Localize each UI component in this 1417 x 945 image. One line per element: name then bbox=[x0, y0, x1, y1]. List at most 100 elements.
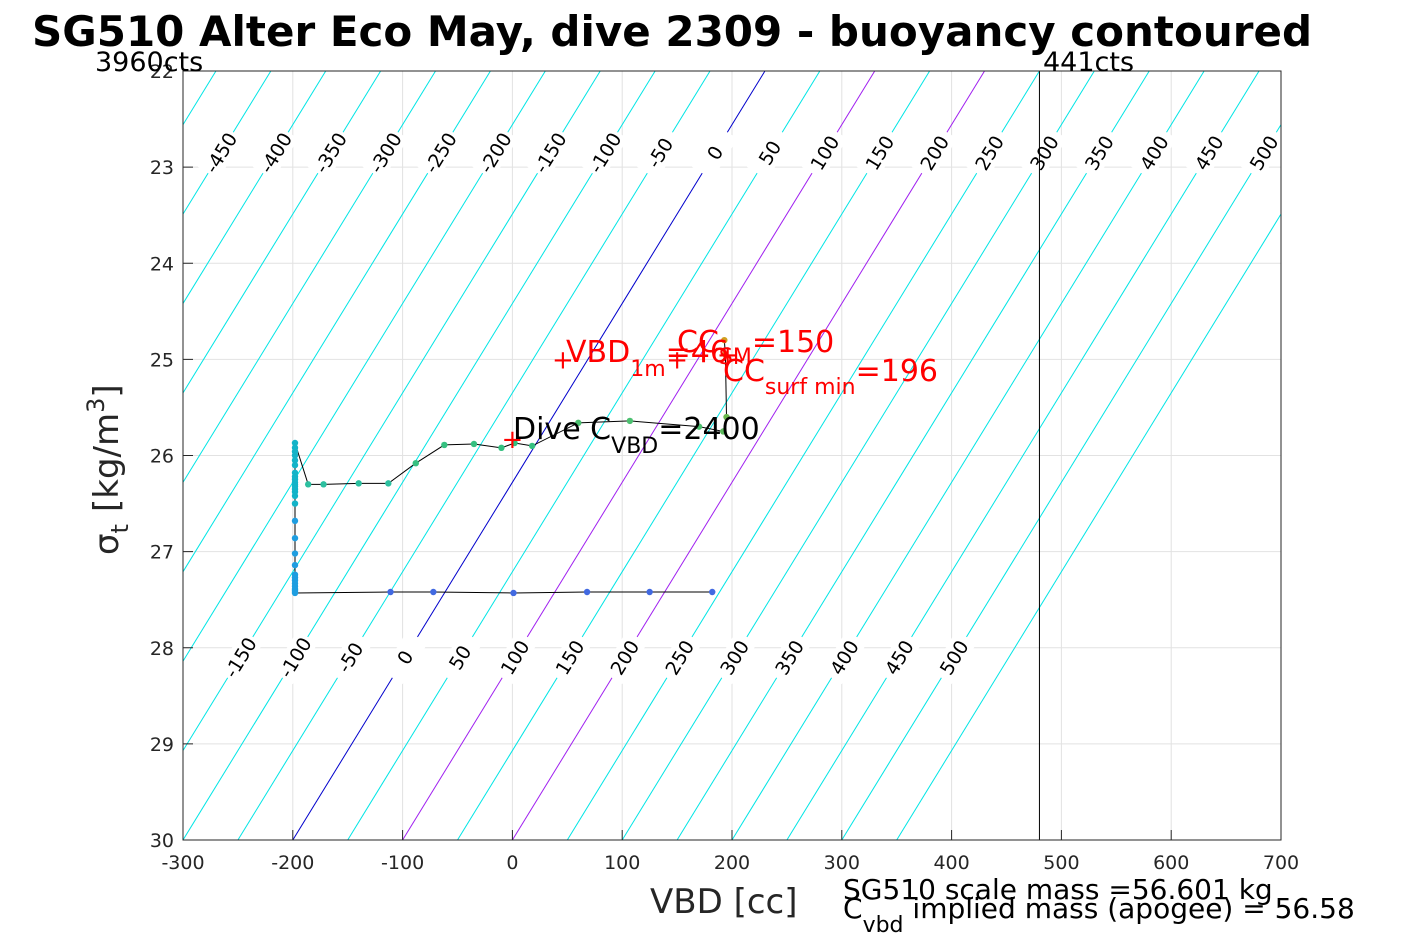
y-tick-label: 28 bbox=[150, 638, 174, 660]
x-tick-label: -300 bbox=[161, 852, 204, 874]
profile-point bbox=[720, 428, 727, 435]
buoyancy-contour-line bbox=[183, 71, 491, 573]
buoyancy-contours: -450 -400 -350 -300 -250 -200 -150 -100 -50 0 50 10… bbox=[183, 71, 1281, 840]
contour-label-bg bbox=[1021, 125, 1067, 180]
contour-label-bg bbox=[472, 125, 518, 180]
profile-point bbox=[695, 423, 703, 430]
y-tick-label: 27 bbox=[150, 542, 174, 564]
buoyancy-contour-line bbox=[237, 71, 711, 840]
red-plus-marker: + bbox=[717, 341, 739, 371]
profile-point bbox=[575, 419, 582, 427]
buoyancy-contour-line bbox=[183, 71, 327, 305]
profile-point bbox=[291, 534, 299, 542]
contour-label-bg bbox=[746, 125, 793, 180]
buoyancy-contour-line bbox=[347, 71, 821, 840]
cc-surf-annotation: CCsurf min=196 bbox=[723, 354, 938, 400]
contour-label-bg bbox=[601, 630, 648, 685]
buoyancy-contour-line bbox=[457, 71, 931, 840]
implied-mass-sub: vbd bbox=[863, 913, 904, 938]
contour-label-bg bbox=[437, 630, 483, 685]
contour-label-bg bbox=[931, 630, 977, 685]
buoyancy-contour-line bbox=[786, 71, 1260, 840]
y-label-sup: 3 bbox=[82, 398, 110, 413]
x-tick-label: 600 bbox=[1153, 852, 1189, 874]
x-tick-label: 300 bbox=[824, 852, 860, 874]
buoyancy-contour-line bbox=[183, 71, 272, 216]
contour-label-bg bbox=[197, 125, 244, 180]
profile-point bbox=[498, 444, 505, 452]
buoyancy-contour-line bbox=[676, 71, 1150, 840]
dive-c-main: Dive C bbox=[513, 412, 611, 447]
profile-point bbox=[646, 588, 653, 596]
vbd-1m-value: =46 bbox=[666, 335, 729, 370]
contour-label-bg bbox=[582, 125, 628, 180]
profile-point bbox=[355, 480, 362, 487]
profile-point bbox=[511, 439, 518, 447]
profile-point bbox=[291, 444, 299, 452]
x-tick-label: 500 bbox=[1043, 852, 1079, 874]
red-plus-marker: + bbox=[502, 425, 524, 455]
svg-text:σt[kg/m3]: σt [kg/m3] bbox=[82, 384, 134, 555]
profile-point bbox=[412, 459, 419, 467]
y-tick-label: 30 bbox=[150, 830, 174, 852]
x-tick-label: -200 bbox=[271, 852, 314, 874]
contour-label-bg bbox=[217, 630, 264, 685]
cc-sm-annotation: CCSM=150 bbox=[677, 325, 834, 370]
profile-point bbox=[385, 480, 392, 487]
scale-mass-text: SG510 scale mass =56.601 kg bbox=[843, 873, 1273, 906]
cc-sm-sub: SM bbox=[719, 345, 752, 370]
x-tick-label: 400 bbox=[933, 852, 969, 874]
buoyancy-contour-line bbox=[292, 71, 766, 840]
profile-point bbox=[583, 588, 591, 596]
profile-point bbox=[721, 336, 728, 344]
contour-label-bg bbox=[966, 125, 1013, 180]
vbd-1m-sub: 1m bbox=[630, 357, 665, 382]
x-tick-label: 100 bbox=[604, 852, 640, 874]
y-label-main: σ bbox=[87, 533, 127, 555]
contour-label-bg bbox=[637, 125, 683, 180]
profile-point bbox=[723, 413, 730, 421]
profile-point bbox=[291, 469, 299, 477]
y-label-sub: t bbox=[106, 524, 134, 533]
contour-label-bg bbox=[307, 125, 354, 180]
y-axis-label: σt [kg/m3] bbox=[82, 384, 134, 555]
profile-point bbox=[291, 457, 299, 464]
profile-point bbox=[291, 517, 299, 525]
profile-point bbox=[441, 441, 448, 449]
profile-point bbox=[304, 481, 312, 488]
vbd-1m-main: VBD bbox=[566, 335, 630, 370]
implied-mass-main: C bbox=[843, 892, 863, 925]
contour-label-bg bbox=[252, 125, 299, 180]
cc-sm-main: CC bbox=[677, 325, 719, 360]
dive-c-sub: VBD bbox=[611, 434, 658, 459]
contour-label-bg bbox=[876, 630, 922, 685]
contour-label-bg bbox=[711, 630, 758, 685]
contour-label-bg bbox=[1076, 125, 1122, 180]
contour-label-bg bbox=[327, 630, 373, 685]
y-label-close: ] bbox=[87, 384, 127, 397]
profile-point bbox=[626, 417, 634, 425]
buoyancy-contour-line bbox=[183, 71, 436, 484]
contour-label-bg bbox=[1131, 125, 1177, 180]
buoyancy-contour-line bbox=[183, 71, 656, 840]
buoyancy-contour-line bbox=[841, 123, 1281, 840]
buoyancy-contour-line bbox=[511, 71, 985, 840]
cc-surf-sub: surf min bbox=[765, 375, 856, 400]
profile-point bbox=[320, 481, 327, 488]
contour-label-bg bbox=[272, 630, 318, 685]
y-tick-label: 23 bbox=[150, 157, 174, 179]
contour-label-bg bbox=[491, 630, 538, 685]
dive-c-value: =2400 bbox=[658, 412, 759, 447]
profile-point bbox=[291, 561, 299, 569]
min-counts-label: 3960cts bbox=[95, 47, 203, 78]
y-tick-label: 22 bbox=[150, 61, 174, 83]
buoyancy-contour-line bbox=[183, 71, 601, 752]
y-tick-label: 25 bbox=[150, 349, 174, 371]
contour-label-bg bbox=[691, 125, 738, 180]
contour-label-bg bbox=[856, 125, 903, 180]
max-counts-label: 441cts bbox=[1043, 47, 1134, 78]
profile-data: + + + + bbox=[291, 71, 1040, 840]
buoyancy-contour-line bbox=[731, 71, 1205, 840]
grid bbox=[182, 70, 1282, 841]
